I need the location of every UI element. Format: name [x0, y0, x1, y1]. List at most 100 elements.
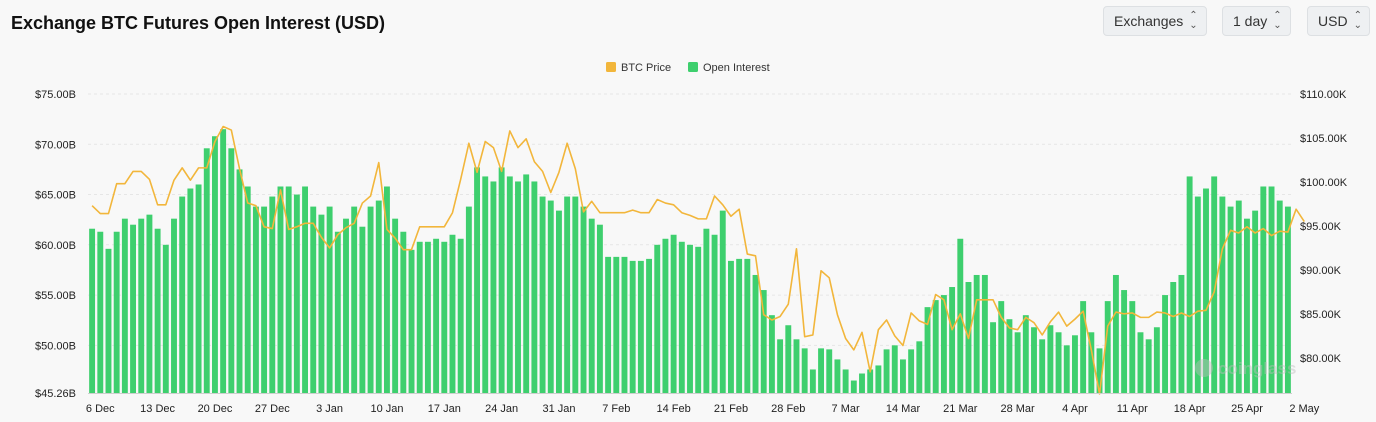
open-interest-bar: [171, 218, 177, 393]
open-interest-bar: [212, 136, 218, 393]
left-tick-label: $50.00B: [35, 340, 76, 352]
sort-chevron-icon: ⌃ ⌄: [1189, 10, 1198, 31]
open-interest-bar: [998, 301, 1005, 393]
open-interest-bar: [981, 274, 988, 393]
open-interest-bar: [637, 260, 644, 393]
open-interest-bar: [744, 258, 751, 393]
exchanges-select-label: Exchanges: [1114, 13, 1184, 29]
open-interest-bar: [154, 228, 161, 393]
open-interest-bar: [654, 244, 661, 393]
open-interest-bar: [113, 231, 120, 393]
open-interest-bar: [277, 186, 284, 393]
open-interest-bar: [801, 348, 808, 393]
left-tick-label: $55.00B: [35, 290, 76, 302]
open-interest-bar: [130, 224, 136, 393]
left-axis: $45.26B $50.00B $55.00B $60.00B $65.00B $70.0…: [35, 89, 76, 400]
right-tick-label: $95.00K: [1300, 221, 1342, 233]
x-tick-label: 3 Jan: [316, 403, 343, 415]
open-interest-bar: [359, 226, 366, 393]
x-tick-label: 17 Jan: [428, 403, 461, 415]
x-tick-label: 24 Jan: [485, 403, 518, 415]
open-interest-bar: [1039, 339, 1046, 393]
open-interest-bar: [826, 349, 833, 393]
open-interest-bar: [621, 256, 628, 393]
open-interest-bar: [613, 256, 620, 393]
open-interest-bar: [859, 373, 865, 393]
open-interest-bar: [678, 241, 685, 393]
x-tick-label: 6 Dec: [86, 403, 115, 415]
open-interest-bar: [375, 200, 382, 393]
btc-price-line: [91, 125, 1305, 395]
open-interest-bar: [1047, 325, 1054, 393]
open-interest-bar: [490, 181, 497, 393]
open-interest-bar: [883, 349, 890, 393]
open-interest-bar: [842, 369, 849, 393]
interval-select[interactable]: 1 day ⌃ ⌄: [1222, 6, 1291, 36]
open-interest-bar: [531, 181, 538, 393]
open-interest-bar: [867, 369, 874, 393]
open-interest-bar: [949, 287, 956, 393]
open-interest-bar: [760, 290, 767, 393]
open-interest-bar: [105, 248, 112, 393]
x-tick-label: 25 Apr: [1231, 403, 1263, 415]
open-interest-bar: [875, 365, 882, 393]
open-interest-bar: [940, 295, 947, 393]
open-interest-bar: [1145, 339, 1152, 393]
open-interest-bar: [400, 231, 407, 393]
open-interest-bar: [523, 174, 530, 393]
open-interest-bar: [588, 218, 595, 393]
legend-label: BTC Price: [621, 62, 671, 74]
open-interest-bar: [285, 186, 292, 393]
open-interest-bar: [1121, 290, 1128, 393]
open-interest-bar: [515, 181, 521, 393]
open-interest-bar: [334, 231, 341, 393]
open-interest-bar: [1235, 200, 1242, 393]
open-interest-bar: [1104, 301, 1111, 393]
open-interest-bar: [924, 307, 931, 393]
open-interest-bar: [646, 258, 652, 393]
open-interest-bar: [310, 206, 317, 393]
open-interest-bar: [572, 196, 579, 393]
open-interest-bar: [687, 244, 693, 393]
open-interest-bar: [351, 206, 358, 393]
exchanges-select[interactable]: Exchanges ⌃ ⌄: [1103, 6, 1207, 36]
open-interest-bar: [424, 241, 431, 393]
open-interest-bar: [900, 359, 906, 393]
currency-select-label: USD: [1318, 13, 1348, 29]
open-interest-bar: [162, 244, 169, 393]
open-interest-bar: [121, 218, 128, 393]
open-interest-bar: [293, 194, 300, 393]
open-interest-bar: [539, 196, 546, 393]
open-interest-bar: [343, 218, 349, 393]
coinglass-logo-icon: [1195, 359, 1213, 377]
open-interest-bar: [195, 184, 202, 393]
open-interest-bar: [1088, 332, 1095, 393]
open-interest-bar: [1284, 206, 1291, 393]
open-interest-bar: [1080, 301, 1087, 393]
open-interest-bar: [1211, 176, 1218, 393]
open-interest-bar: [809, 369, 816, 393]
open-interest-bar: [728, 260, 734, 393]
open-interest-bar: [547, 200, 554, 393]
open-interest-bar: [1055, 332, 1062, 393]
open-interest-bar: [97, 231, 104, 393]
open-interest-bar: [662, 238, 669, 393]
open-interest-bar: [236, 169, 243, 393]
currency-select[interactable]: USD ⌃ ⌄: [1307, 6, 1370, 36]
open-interest-bar: [932, 300, 939, 393]
x-tick-label: 13 Dec: [140, 403, 175, 415]
coinglass-watermark: coinglass: [1195, 359, 1296, 378]
open-interest-chart: $45.26B $50.00B $55.00B $60.00B $65.00B $70.0…: [35, 62, 1348, 415]
x-tick-label: 28 Mar: [1000, 403, 1035, 415]
open-interest-bar: [695, 246, 702, 393]
x-tick-label: 31 Jan: [542, 403, 575, 415]
coinglass-watermark-text: coinglass: [1218, 359, 1296, 378]
open-interest-bar: [793, 339, 800, 393]
open-interest-bar: [891, 345, 898, 393]
x-tick-label: 7 Feb: [602, 403, 630, 415]
open-interest-bar: [605, 256, 612, 393]
open-interest-bar: [408, 249, 415, 393]
open-interest-bar: [1096, 348, 1103, 393]
interval-select-label: 1 day: [1233, 13, 1268, 29]
open-interest-bar: [1129, 301, 1136, 393]
